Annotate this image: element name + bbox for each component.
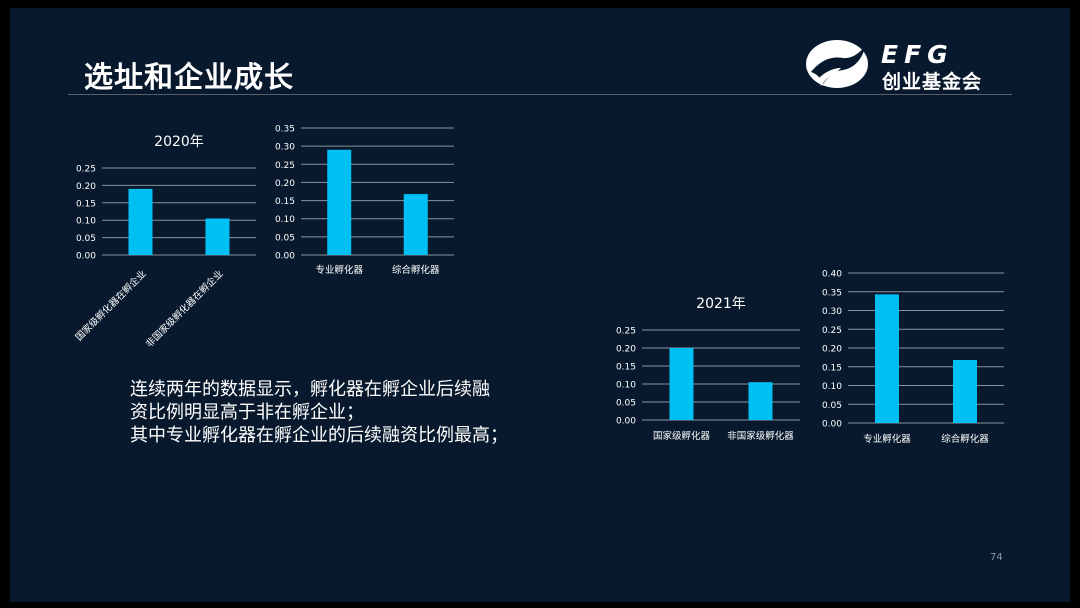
y-tick-label: 0.00	[616, 417, 636, 427]
y-tick-label: 0.15	[275, 197, 295, 207]
x-category-label: 专业孵化器	[315, 264, 363, 276]
y-tick-label: 0.15	[822, 363, 842, 373]
body-line: 其中专业孵化器在孵企业的后续融资比例最高；	[130, 425, 508, 446]
x-category-label: 综合孵化器	[392, 264, 440, 276]
y-tick-label: 0.25	[76, 165, 96, 175]
bar	[875, 294, 899, 423]
slide-title: 选址和企业成长	[84, 60, 295, 94]
chart-2020-by-type: 0.00 0.05 0.10 0.15 0.20 0.25 0.30 0.35 专业孵化器 综合孵…	[275, 125, 454, 276]
slide: 选址和企业成长 EFG 创业基金会 连续两年的数据显示，孵化器在孵企业后续融 资…	[10, 8, 1070, 602]
y-tick-label: 0.00	[822, 420, 842, 430]
chart-2021-by-level: 0.00 0.05 0.10 0.15 0.20 0.25 国家级孵化器 非国家级孵化器 202…	[616, 296, 800, 442]
y-tick-label: 0.15	[616, 363, 636, 373]
page-number: 74	[990, 552, 1003, 563]
bar	[669, 348, 694, 420]
y-tick-label: 0.20	[616, 345, 636, 355]
y-tick-label: 0.05	[616, 399, 636, 409]
flying-bird-emblem-icon	[806, 40, 868, 88]
chart-title: 2020年	[154, 134, 204, 150]
y-tick-label: 0.30	[275, 143, 295, 153]
y-tick-label: 0.00	[76, 252, 96, 262]
y-tick-label: 0.20	[76, 182, 96, 192]
bar	[205, 218, 230, 255]
efg-logo: EFG 创业基金会	[805, 38, 1015, 93]
x-category-label: 综合孵化器	[941, 433, 989, 445]
x-category-label: 国家级孵化器	[653, 430, 711, 442]
y-tick-label: 0.10	[76, 217, 96, 227]
y-tick-label: 0.05	[822, 401, 842, 411]
body-line: 连续两年的数据显示，孵化器在孵企业后续融	[130, 379, 490, 400]
y-tick-label: 0.25	[275, 161, 295, 171]
y-tick-label: 0.40	[822, 270, 842, 280]
bar	[128, 188, 153, 255]
body-line: 资比例明显高于非在孵企业；	[130, 402, 364, 423]
bar	[953, 360, 977, 423]
chart-2021-by-type: 0.00 0.05 0.10 0.15 0.20 0.25 0.30 0.35 0.40 专业孵化…	[822, 270, 1004, 445]
y-tick-label: 0.25	[822, 326, 842, 336]
chart-2020-by-level: 0.000.050.100.150.200.25国家级孵化器在孵企业非国家级孵化…	[73, 134, 256, 350]
y-tick-label: 0.20	[822, 345, 842, 355]
y-tick-label: 0.05	[275, 233, 295, 243]
y-tick-label: 0.20	[275, 179, 295, 189]
bar	[403, 194, 428, 255]
y-tick-label: 0.10	[275, 215, 295, 225]
bar	[327, 149, 352, 255]
x-category-label: 非国家级孵化器	[727, 430, 794, 442]
y-tick-label: 0.00	[275, 252, 295, 262]
y-tick-label: 0.30	[822, 307, 842, 317]
y-tick-label: 0.10	[616, 381, 636, 391]
y-tick-label: 0.10	[822, 382, 842, 392]
y-tick-label: 0.35	[822, 288, 842, 298]
logo-wordmark-cn: 创业基金会	[882, 71, 983, 93]
y-tick-label: 0.25	[616, 327, 636, 337]
body-text: 连续两年的数据显示，孵化器在孵企业后续融 资比例明显高于非在孵企业； 其中专业孵…	[130, 378, 550, 447]
y-tick-label: 0.15	[76, 199, 96, 209]
y-tick-label: 0.05	[76, 234, 96, 244]
x-category-label: 专业孵化器	[863, 433, 911, 445]
y-tick-label: 0.35	[275, 125, 295, 135]
bar	[748, 382, 773, 420]
chart-title: 2021年	[696, 296, 746, 312]
title-divider	[68, 94, 1012, 95]
logo-wordmark-en: EFG	[881, 40, 954, 69]
